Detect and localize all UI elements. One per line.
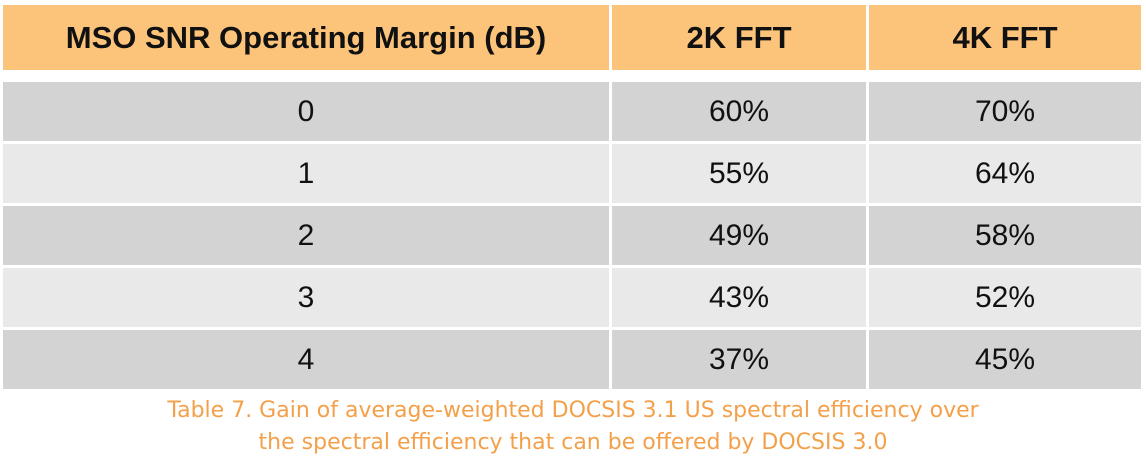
- table-row: 0 60% 70%: [3, 82, 1141, 144]
- caption-line: the spectral efficiency that can be offe…: [258, 430, 888, 455]
- table-cell-4k-fft: 45%: [869, 330, 1141, 392]
- table-cell-4k-fft: 64%: [869, 144, 1141, 206]
- table-row: 2 49% 58%: [3, 206, 1141, 268]
- table-cell-margin: 2: [3, 206, 612, 268]
- table-row: 3 43% 52%: [3, 268, 1141, 330]
- table-row: 1 55% 64%: [3, 144, 1141, 206]
- header-cell-2k-fft: 2K FFT: [612, 5, 869, 73]
- table-cell-2k-fft: 43%: [612, 268, 869, 330]
- table-cell-margin: 4: [3, 330, 612, 392]
- table-row: 4 37% 45%: [3, 330, 1141, 392]
- table-header-row: MSO SNR Operating Margin (dB) 2K FFT 4K …: [3, 5, 1141, 73]
- table-cell-2k-fft: 37%: [612, 330, 869, 392]
- table-cell-4k-fft: 52%: [869, 268, 1141, 330]
- header-cell-4k-fft: 4K FFT: [869, 5, 1141, 73]
- spectral-efficiency-table: MSO SNR Operating Margin (dB) 2K FFT 4K …: [3, 5, 1141, 392]
- table-caption: Table 7. Gain of average-weighted DOCSIS…: [0, 395, 1146, 459]
- table-cell-margin: 1: [3, 144, 612, 206]
- header-divider: [3, 73, 1141, 82]
- table-cell-2k-fft: 55%: [612, 144, 869, 206]
- table-cell-2k-fft: 49%: [612, 206, 869, 268]
- table-cell-margin: 3: [3, 268, 612, 330]
- caption-line: Table 7. Gain of average-weighted DOCSIS…: [167, 398, 979, 423]
- table-cell-margin: 0: [3, 82, 612, 144]
- table-cell-4k-fft: 70%: [869, 82, 1141, 144]
- header-cell-snr-margin: MSO SNR Operating Margin (dB): [3, 5, 612, 73]
- table-cell-2k-fft: 60%: [612, 82, 869, 144]
- table-cell-4k-fft: 58%: [869, 206, 1141, 268]
